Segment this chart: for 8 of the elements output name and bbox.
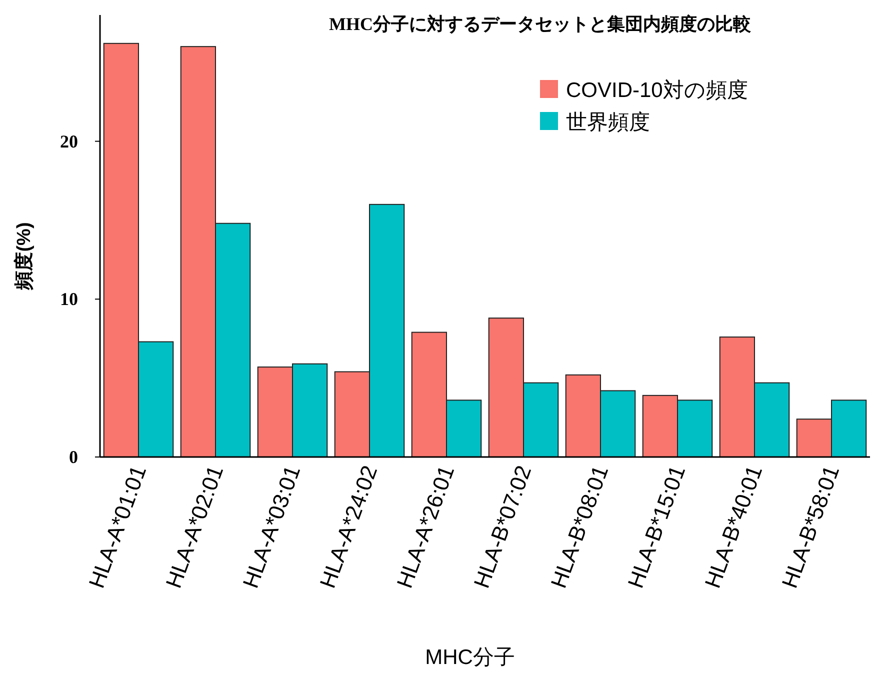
y-tick-label: 10 (60, 289, 78, 310)
legend-label: COVID-10対の頻度 (566, 79, 748, 102)
y-axis-title: 頻度(%) (13, 222, 35, 291)
x-axis-title: MHC分子 (425, 646, 515, 669)
y-tick-label: 0 (69, 447, 78, 467)
chart-title: MHC分子に対するデータセットと集団内頻度の比較 (329, 14, 752, 34)
legend-label: 世界頻度 (566, 111, 650, 134)
y-tick-label: 20 (60, 131, 78, 152)
